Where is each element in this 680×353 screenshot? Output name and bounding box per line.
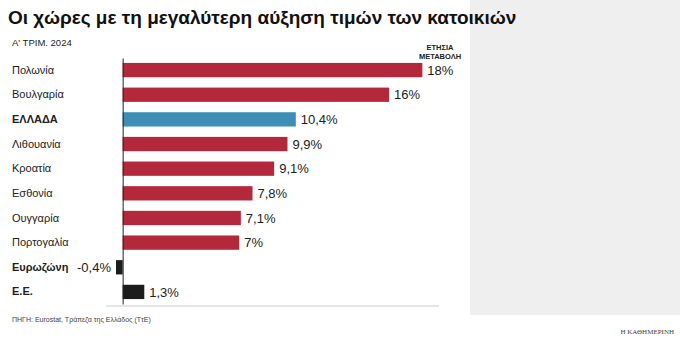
bar [123,88,389,102]
x-axis-line [106,306,439,307]
bar [123,285,145,299]
credit: Η ΚΑΘΗΜΕΡΙΝΗ [620,328,674,336]
data-label: 7,1% [246,211,276,226]
bar [123,112,296,126]
data-label: 18% [427,63,453,78]
tick: Βουλγαρία [12,88,123,100]
data-label: 10,4% [301,112,338,127]
tick-label: Ευρωζώνη [12,261,69,274]
tick: ΕΛΛΑΔΑ [12,113,123,125]
y-axis: Πολωνία Βουλγαρία ΕΛΛΑΔΑ Λιθουανία Κροατία Εσ… [12,59,123,305]
data-label: 7% [244,235,263,250]
decoration [470,0,680,315]
tick: Λιθουανία [12,138,123,150]
source: ΠΗΓΗ: Eurostat, Τράπεζα της Ελλάδος (ΤτΕ… [12,316,151,324]
data-labels: 18% 16% 10,4% 9,9% 9,1% 7,8% 7,1% 7% -0,4% 1,3% [77,63,454,300]
data-label: 16% [394,87,420,102]
data-label: 1,3% [149,285,179,300]
tick: Εσθονία [12,187,123,199]
tick-label: Εσθονία [12,187,53,199]
tick-label: Ε.Ε. [12,285,33,297]
title: Οι χώρες με τη μεγαλύτερη αύξηση τιμών τ… [8,7,516,29]
chart: Οι χώρες με τη μεγαλύτερη αύξηση τιμών τ… [0,0,680,353]
data-label: 9,9% [292,137,322,152]
tick-label: ΕΛΛΑΔΑ [12,113,58,125]
y-axis-line [123,59,124,305]
tick-label: Κροατία [12,162,52,174]
annotation: ΕΤΗΣΙΑΜΕΤΑΒΟΛΗ [419,43,461,61]
tick-label: Πορτογαλία [12,236,69,248]
tick: Πολωνία [12,64,123,76]
data-label: 9,1% [279,161,309,176]
data-label: 7,8% [258,186,288,201]
tick-label: Λιθουανία [12,138,61,150]
bar [123,211,241,225]
tick: Κροατία [12,162,123,174]
bar [123,63,423,77]
tick: Ουγγαρία [12,211,123,223]
bar [123,186,253,200]
tick: Ε.Ε. [12,285,123,297]
bar [116,260,123,274]
bar [123,162,275,176]
bar [123,137,288,151]
tick: Πορτογαλία [12,236,123,248]
tick-label: Ουγγαρία [12,211,60,223]
bar [123,235,240,249]
bars [116,63,422,299]
subtitle: Α' ΤΡΙΜ. 2024 [12,37,72,48]
data-label: -0,4% [77,260,111,275]
tick-label: Βουλγαρία [12,88,65,100]
tick-label: Πολωνία [12,64,55,76]
